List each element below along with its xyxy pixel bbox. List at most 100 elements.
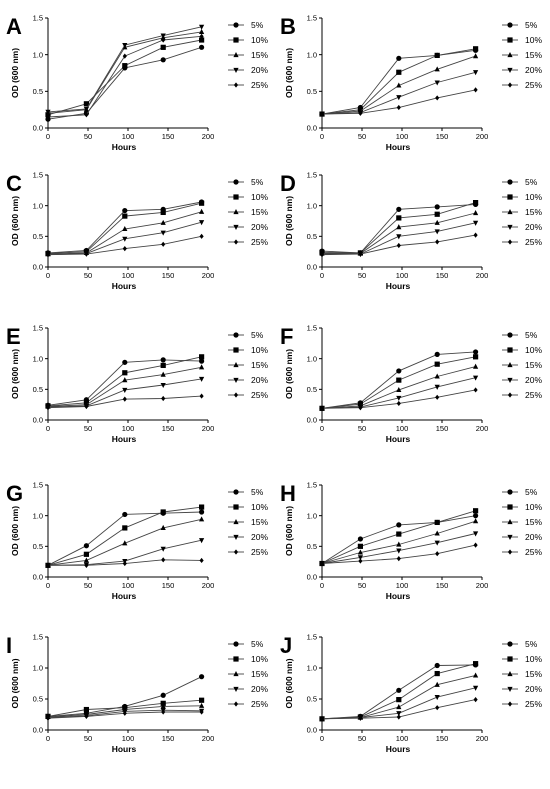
x-tick-label: 0 xyxy=(320,424,324,433)
data-point-series-4 xyxy=(473,375,479,381)
legend-label: 15% xyxy=(525,207,542,217)
data-point-series-4 xyxy=(160,33,166,39)
y-tick-label: 1.0 xyxy=(307,50,317,59)
legend-marker xyxy=(233,686,239,692)
legend-label: 15% xyxy=(251,50,268,60)
data-point-series-3 xyxy=(396,82,402,88)
panel-letter: E xyxy=(6,324,21,349)
data-point-series-3 xyxy=(199,364,205,370)
legend-label: 10% xyxy=(251,35,268,45)
y-axis-title: OD (600 nm) xyxy=(10,48,20,98)
y-tick-label: 1.0 xyxy=(307,201,317,210)
legend-marker xyxy=(233,347,239,353)
data-point-series-1 xyxy=(434,351,440,357)
data-point-series-3 xyxy=(434,66,440,72)
data-point-series-5 xyxy=(396,104,401,111)
y-tick-label: 0.5 xyxy=(307,232,317,241)
panel-c: C 0.0 0.5 1.0 1.5 0 50 100 150 200 Hours OD (600 nm… xyxy=(6,171,268,291)
x-tick-label: 0 xyxy=(46,424,50,433)
data-point-series-1 xyxy=(357,536,363,542)
data-point-series-5 xyxy=(435,95,440,101)
legend-label: 15% xyxy=(525,360,542,370)
legend-label: 20% xyxy=(251,65,268,75)
series-line-1 xyxy=(47,511,202,566)
panel-f: F 0.0 0.5 1.0 1.5 0 50 100 150 200 Hours OD (600 nm… xyxy=(280,324,542,444)
y-tick-label: 0.5 xyxy=(33,385,43,394)
legend-label: 20% xyxy=(251,684,268,694)
y-tick-label: 0.5 xyxy=(33,87,43,96)
x-tick-label: 50 xyxy=(358,581,366,590)
data-point-series-1 xyxy=(83,543,89,549)
data-point-series-5 xyxy=(161,557,166,563)
y-tick-label: 1.5 xyxy=(307,481,317,490)
legend-label: 20% xyxy=(525,684,542,694)
y-tick-label: 1.5 xyxy=(307,324,317,333)
data-point-series-4 xyxy=(122,236,128,242)
data-point-series-4 xyxy=(122,387,128,393)
legend-marker xyxy=(233,22,239,28)
legend-marker xyxy=(507,239,513,245)
data-point-series-5 xyxy=(122,560,127,567)
legend-label: 25% xyxy=(251,547,268,557)
legend-marker xyxy=(507,549,513,555)
data-point-series-2 xyxy=(122,370,128,376)
x-tick-label: 150 xyxy=(162,734,175,743)
legend-marker xyxy=(507,656,513,662)
panel-d: D 0.0 0.5 1.0 1.5 0 50 100 150 200 Hours OD (600 nm… xyxy=(280,171,542,291)
data-point-series-5 xyxy=(45,562,51,568)
data-point-series-4 xyxy=(473,685,479,691)
legend-label: 15% xyxy=(251,207,268,217)
data-point-series-5 xyxy=(84,562,89,568)
legend-label: 25% xyxy=(525,80,542,90)
data-point-series-5 xyxy=(396,242,401,249)
x-tick-label: 200 xyxy=(202,271,215,280)
legend-label: 10% xyxy=(525,345,542,355)
y-tick-label: 0.0 xyxy=(307,263,317,272)
legend-marker xyxy=(233,534,239,540)
y-tick-label: 0.5 xyxy=(33,232,43,241)
legend-marker xyxy=(507,37,513,43)
legend-label: 10% xyxy=(251,192,268,202)
data-point-series-1 xyxy=(434,204,440,210)
data-point-series-5 xyxy=(473,232,478,238)
data-point-series-1 xyxy=(396,687,402,693)
legend-marker xyxy=(507,519,513,525)
panel-e: E 0.0 0.5 1.0 1.5 0 50 100 150 200 Hours OD (600 nm… xyxy=(6,324,268,444)
data-point-series-5 xyxy=(199,557,204,564)
data-point-series-4 xyxy=(396,395,402,401)
y-tick-label: 1.5 xyxy=(33,14,43,23)
legend-marker xyxy=(233,52,239,58)
data-point-series-5 xyxy=(473,697,478,703)
x-tick-label: 0 xyxy=(320,271,324,280)
data-point-series-5 xyxy=(122,396,127,402)
x-tick-label: 100 xyxy=(122,424,135,433)
panel-i: I 0.0 0.5 1.0 1.5 0 50 100 150 200 Hours OD (600 nm… xyxy=(6,633,268,754)
y-tick-label: 0.5 xyxy=(307,385,317,394)
data-point-series-3 xyxy=(160,371,166,377)
data-point-series-5 xyxy=(45,252,51,258)
y-tick-label: 0.0 xyxy=(307,573,317,582)
data-point-series-2 xyxy=(434,52,440,58)
data-point-series-2 xyxy=(396,697,402,703)
legend-marker xyxy=(233,209,239,215)
data-point-series-5 xyxy=(122,246,127,252)
legend-marker xyxy=(507,504,513,510)
legend-label: 5% xyxy=(251,487,264,497)
data-point-series-3 xyxy=(122,377,128,383)
panel-j: J 0.0 0.5 1.0 1.5 0 50 100 150 200 Hours OD (600 nm… xyxy=(280,633,542,754)
legend-label: 20% xyxy=(251,532,268,542)
y-tick-label: 1.5 xyxy=(33,324,43,333)
legend-marker xyxy=(233,239,239,245)
data-point-series-5 xyxy=(45,114,51,120)
data-point-series-2 xyxy=(434,211,440,217)
legend-label: 15% xyxy=(525,517,542,527)
data-point-series-5 xyxy=(122,710,127,716)
data-point-series-5 xyxy=(84,713,89,719)
legend-marker xyxy=(233,671,239,677)
legend-label: 25% xyxy=(251,237,268,247)
x-tick-label: 150 xyxy=(162,424,175,433)
data-point-series-4 xyxy=(199,24,205,30)
legend-marker xyxy=(233,194,239,200)
data-point-series-5 xyxy=(84,403,89,410)
data-point-series-5 xyxy=(199,33,204,39)
